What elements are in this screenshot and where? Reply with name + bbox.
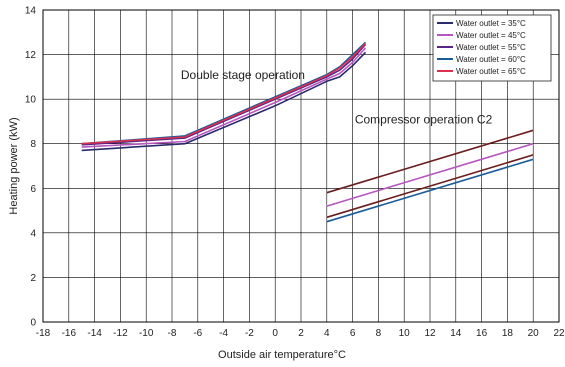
legend: Water outlet = 35°C Water outlet = 45°C Wa… xyxy=(432,14,552,82)
y-tick-label: 12 xyxy=(25,50,37,61)
x-tick-label: 0 xyxy=(272,328,278,339)
x-tick-label: 4 xyxy=(324,328,330,339)
x-tick-label: -8 xyxy=(168,328,177,339)
x-tick-label: 20 xyxy=(528,328,540,339)
x-tick-label: -12 xyxy=(113,328,128,339)
legend-entry-label: Water outlet = 65°C xyxy=(456,67,526,76)
double-stage-series-line xyxy=(81,47,367,148)
y-tick-label: 0 xyxy=(30,318,36,329)
y-axis-title: Heating power (kW) xyxy=(8,117,20,214)
axes xyxy=(42,9,560,323)
double-stage-series-line xyxy=(81,43,367,146)
x-tick-label: 2 xyxy=(298,328,304,339)
tick-labels: -18 -16 -14 -12 -10 -8 -6 -4 -2 0 2 4 6 8 10 12 14 16 18 20… xyxy=(25,6,565,340)
y-tick-label: 14 xyxy=(25,6,37,17)
chart-annotation: Compressor operation C2 xyxy=(355,113,493,127)
y-tick-label: 10 xyxy=(25,95,37,106)
x-tick-label: 22 xyxy=(553,328,565,339)
y-tick-label: 4 xyxy=(30,228,36,239)
y-tick-label: 6 xyxy=(30,184,36,195)
x-tick-label: -6 xyxy=(193,328,202,339)
x-axis-title: Outside air temperature°C xyxy=(218,349,346,361)
legend-entry-label: Water outlet = 35°C xyxy=(456,19,526,28)
x-tick-label: 10 xyxy=(399,328,411,339)
double-stage-series-line xyxy=(81,41,367,145)
x-tick-label: -2 xyxy=(245,328,254,339)
x-tick-label: -18 xyxy=(36,328,51,339)
x-tick-label: 12 xyxy=(424,328,436,339)
legend-entry-label: Water outlet = 45°C xyxy=(456,31,526,40)
plot-frame xyxy=(42,9,560,323)
legend-entry-label: Water outlet = 55°C xyxy=(456,43,526,52)
x-tick-label: 16 xyxy=(476,328,488,339)
compressor-c2-series-line xyxy=(326,154,534,219)
x-tick-label: 18 xyxy=(502,328,514,339)
compressor-c2-series-line xyxy=(326,129,534,194)
x-tick-label: -4 xyxy=(219,328,228,339)
x-tick-label: 6 xyxy=(350,328,356,339)
x-tick-label: 8 xyxy=(376,328,382,339)
annotations: Double stage operation Compressor operati… xyxy=(181,68,493,127)
compressor-c2-series-line xyxy=(326,142,534,207)
y-tick-label: 2 xyxy=(30,273,36,284)
x-tick-label: -10 xyxy=(139,328,154,339)
x-tick-label: -16 xyxy=(62,328,77,339)
double-stage-series-line xyxy=(81,51,367,152)
compressor-c2-series-line xyxy=(326,158,534,223)
chart-annotation: Double stage operation xyxy=(181,68,305,82)
x-tick-label: 14 xyxy=(450,328,462,339)
double-stage-series-line xyxy=(81,42,367,145)
series-lines xyxy=(81,41,534,223)
legend-entry-label: Water outlet = 60°C xyxy=(456,55,526,64)
y-tick-label: 8 xyxy=(30,139,36,150)
x-tick-label: -14 xyxy=(87,328,102,339)
